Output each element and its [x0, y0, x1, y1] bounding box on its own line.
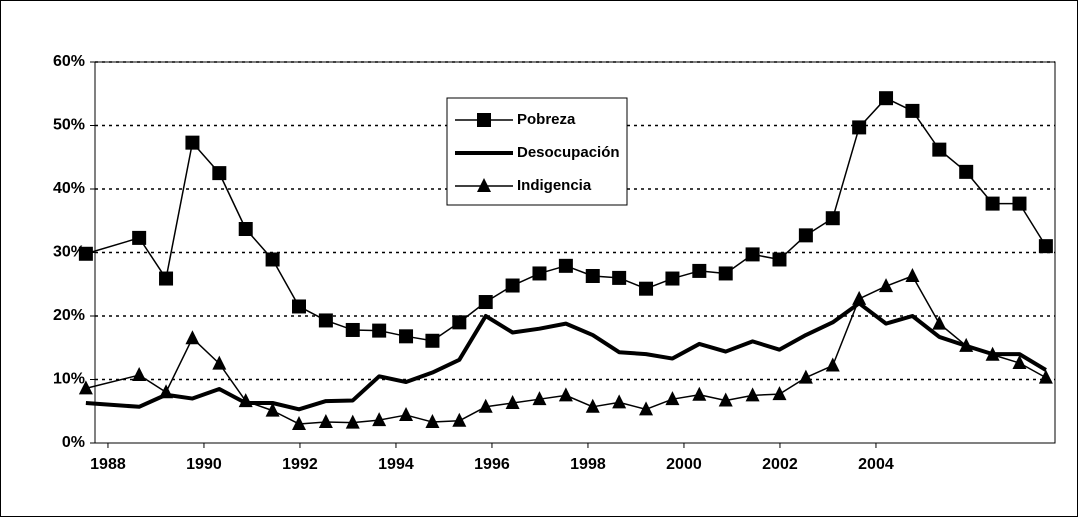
marker-triangle — [478, 398, 493, 413]
marker-triangle — [372, 412, 387, 427]
marker-triangle — [665, 391, 680, 406]
marker-triangle — [318, 414, 333, 429]
x-tick-label: 1994 — [378, 456, 414, 473]
x-tick-label: 1990 — [186, 456, 222, 473]
marker-triangle — [532, 391, 547, 406]
marker-triangle — [159, 384, 174, 399]
marker-triangle — [185, 330, 200, 345]
marker-triangle — [718, 392, 733, 407]
y-tick-label: 40% — [53, 180, 85, 197]
legend: Pobreza Desocupación Indigencia — [446, 97, 628, 206]
marker-triangle — [399, 407, 414, 422]
marker-square — [772, 252, 787, 267]
marker-square — [159, 271, 174, 286]
marker-square — [477, 113, 491, 127]
marker-square — [932, 142, 947, 157]
marker-square — [585, 268, 600, 283]
x-tick-label: 1988 — [90, 456, 126, 473]
y-tick-label: 10% — [53, 371, 85, 388]
x-tick-label: 2004 — [858, 456, 894, 473]
marker-triangle — [905, 267, 920, 282]
marker-triangle — [745, 387, 760, 402]
marker-square — [639, 281, 654, 296]
marker-square — [558, 258, 573, 273]
marker-square — [372, 323, 387, 338]
legend-label: Desocupación — [517, 144, 620, 161]
marker-square — [212, 166, 227, 181]
y-tick-label: 0% — [62, 434, 85, 451]
y-tick-label: 50% — [53, 117, 85, 134]
marker-square — [825, 211, 840, 226]
marker-square — [1038, 239, 1053, 254]
marker-triangle — [477, 178, 491, 192]
marker-square — [399, 329, 414, 344]
marker-square — [478, 295, 493, 310]
marker-triangle — [932, 315, 947, 330]
marker-square — [798, 228, 813, 243]
marker-square — [745, 247, 760, 262]
marker-triangle — [1038, 369, 1053, 384]
marker-square — [532, 266, 547, 281]
marker-square — [345, 322, 360, 337]
marker-square — [238, 222, 253, 237]
marker-triangle — [585, 398, 600, 413]
marker-square — [1012, 196, 1027, 211]
marker-square — [879, 91, 894, 106]
marker-square — [265, 252, 280, 267]
marker-square — [905, 103, 920, 118]
marker-triangle — [265, 402, 280, 417]
marker-square — [78, 246, 93, 261]
marker-triangle — [1012, 354, 1027, 369]
marker-triangle — [612, 394, 627, 409]
x-tick-label: 1998 — [570, 456, 606, 473]
marker-triangle — [558, 387, 573, 402]
y-tick-label: 20% — [53, 307, 85, 324]
marker-square — [612, 270, 627, 285]
marker-square — [425, 333, 440, 348]
marker-triangle — [879, 278, 894, 293]
marker-triangle — [78, 380, 93, 395]
marker-triangle — [639, 401, 654, 416]
marker-square — [318, 313, 333, 328]
series-line — [85, 275, 1047, 425]
marker-square — [718, 266, 733, 281]
x-tick-label: 2000 — [666, 456, 702, 473]
marker-triangle — [505, 394, 520, 409]
marker-square — [185, 135, 200, 150]
marker-square — [665, 271, 680, 286]
legend-label: Indigencia — [517, 177, 592, 194]
marker-triangle — [985, 346, 1000, 361]
marker-triangle — [345, 414, 360, 429]
marker-triangle — [238, 393, 253, 408]
y-tick-label: 30% — [53, 244, 85, 261]
marker-triangle — [772, 386, 787, 401]
marker-triangle — [825, 357, 840, 372]
marker-triangle — [959, 337, 974, 352]
marker-triangle — [132, 367, 147, 382]
marker-triangle — [852, 290, 867, 305]
marker-triangle — [212, 355, 227, 370]
marker-triangle — [425, 414, 440, 429]
series-line — [85, 301, 1047, 412]
marker-square — [132, 230, 147, 245]
marker-square — [985, 196, 1000, 211]
x-tick-label: 1996 — [474, 456, 510, 473]
y-tick-label: 60% — [53, 53, 85, 70]
x-tick-label: 1992 — [282, 456, 318, 473]
marker-triangle — [798, 369, 813, 384]
marker-square — [959, 164, 974, 179]
marker-triangle — [452, 412, 467, 427]
marker-square — [852, 120, 867, 135]
marker-square — [692, 263, 707, 278]
marker-triangle — [692, 386, 707, 401]
x-tick-label: 2002 — [762, 456, 798, 473]
marker-triangle — [292, 415, 306, 430]
legend-label: Pobreza — [517, 111, 576, 128]
marker-square — [505, 278, 520, 293]
marker-square — [452, 315, 467, 330]
marker-square — [292, 299, 306, 314]
